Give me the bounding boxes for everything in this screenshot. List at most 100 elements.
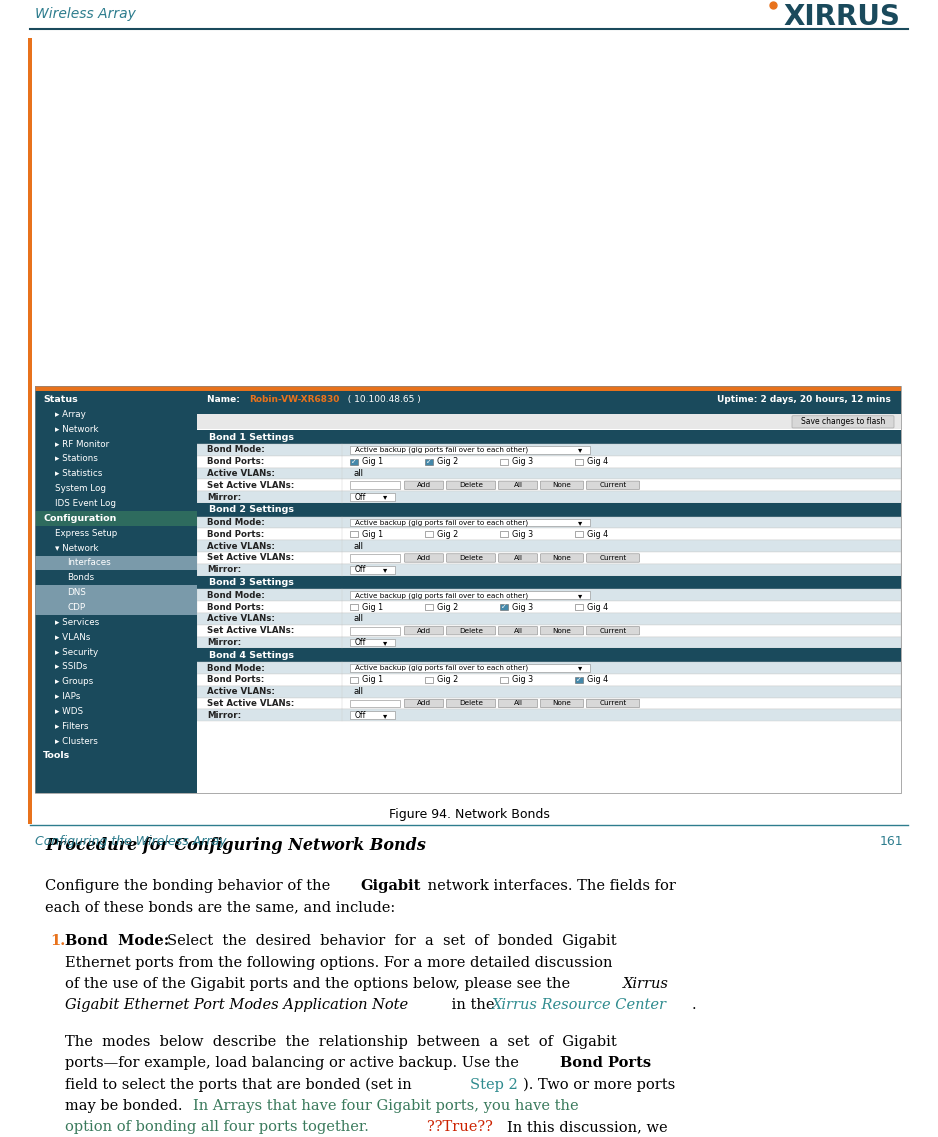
Text: Gig 1: Gig 1 (362, 530, 383, 539)
Text: Set Active VLANs:: Set Active VLANs: (207, 481, 295, 490)
Text: 161: 161 (879, 836, 903, 848)
Bar (197, 540, 901, 553)
Bar (350, 639, 395, 646)
Bar (575, 604, 583, 611)
Text: Active VLANs:: Active VLANs: (207, 541, 275, 550)
Text: Bond Mode:: Bond Mode: (207, 664, 265, 672)
Bar (197, 601, 901, 613)
Bar (35, 437, 197, 451)
Text: Delete: Delete (459, 700, 483, 706)
Text: ✓: ✓ (426, 458, 431, 465)
Text: ▸ WDS: ▸ WDS (55, 707, 83, 716)
Bar (35, 466, 197, 481)
Text: Tools: Tools (43, 752, 70, 761)
Bar (197, 674, 901, 686)
FancyBboxPatch shape (404, 699, 444, 707)
Text: Bond Ports:: Bond Ports: (207, 675, 265, 684)
Text: Ethernet ports from the following options. For a more detailed discussion: Ethernet ports from the following option… (65, 956, 613, 970)
Bar (35, 481, 197, 496)
Text: Name:: Name: (207, 395, 243, 404)
Text: None: None (552, 555, 571, 561)
FancyBboxPatch shape (446, 699, 495, 707)
Bar (197, 503, 901, 516)
Text: Set Active VLANs:: Set Active VLANs: (207, 626, 295, 636)
Text: ✓: ✓ (501, 604, 507, 611)
Text: Off: Off (355, 565, 367, 574)
Text: ▸ Statistics: ▸ Statistics (55, 470, 102, 479)
Text: in the: in the (447, 998, 499, 1012)
Text: Bond Mode:: Bond Mode: (207, 518, 265, 528)
Bar (197, 516, 901, 529)
Bar (197, 430, 901, 443)
Bar (197, 553, 901, 564)
Text: all: all (354, 614, 364, 623)
Text: Gig 3: Gig 3 (512, 675, 533, 684)
Text: Bond  Mode:: Bond Mode: (65, 935, 174, 948)
Text: Gig 3: Gig 3 (512, 530, 533, 539)
FancyBboxPatch shape (446, 626, 495, 634)
Text: Gig 3: Gig 3 (512, 603, 533, 612)
Bar (35, 556, 197, 571)
Bar (35, 719, 197, 733)
Bar (575, 458, 583, 465)
FancyBboxPatch shape (540, 626, 583, 634)
Bar (197, 625, 901, 637)
Text: Off: Off (355, 711, 367, 720)
Bar (197, 564, 901, 575)
Text: All: All (513, 700, 522, 706)
Bar (35, 391, 197, 794)
Text: Gig 4: Gig 4 (587, 603, 608, 612)
Text: Status: Status (43, 395, 78, 404)
Text: Configuring the Wireless Array: Configuring the Wireless Array (35, 836, 226, 848)
Text: Mirror:: Mirror: (207, 638, 241, 647)
Bar (197, 589, 901, 601)
Bar (197, 709, 901, 721)
Text: ▾: ▾ (383, 711, 387, 720)
Bar (197, 613, 901, 625)
Text: Xirrus: Xirrus (623, 977, 669, 991)
Text: Active VLANs:: Active VLANs: (207, 687, 275, 696)
FancyBboxPatch shape (586, 699, 640, 707)
Bar (500, 677, 508, 683)
Bar (197, 443, 901, 456)
Bar (35, 659, 197, 674)
Text: 1.: 1. (50, 935, 66, 948)
Text: CDP: CDP (67, 603, 85, 612)
Text: Bond Ports:: Bond Ports: (207, 530, 265, 539)
Text: Procedure for Configuring Network Bonds: Procedure for Configuring Network Bonds (45, 837, 426, 854)
Bar (425, 531, 433, 538)
FancyBboxPatch shape (404, 626, 444, 634)
Text: Active VLANs:: Active VLANs: (207, 614, 275, 623)
Text: may be bonded.: may be bonded. (65, 1098, 187, 1113)
FancyBboxPatch shape (586, 626, 640, 634)
Text: Gigabit: Gigabit (360, 879, 420, 893)
Text: Bond 2 Settings: Bond 2 Settings (209, 505, 294, 514)
Bar (197, 637, 901, 648)
Text: ▸ Clusters: ▸ Clusters (55, 737, 98, 746)
Text: None: None (552, 482, 571, 488)
Bar (197, 480, 901, 491)
Text: IDS Event Log: IDS Event Log (55, 499, 116, 508)
Bar (425, 677, 433, 683)
Text: Bond Ports: Bond Ports (560, 1056, 651, 1070)
Text: each of these bonds are the same, and include:: each of these bonds are the same, and in… (45, 901, 395, 914)
Text: Select  the  desired  behavior  for  a  set  of  bonded  Gigabit: Select the desired behavior for a set of… (167, 935, 616, 948)
Text: option of bonding all four ports together.: option of bonding all four ports togethe… (65, 1120, 373, 1135)
Bar (350, 458, 358, 465)
FancyBboxPatch shape (792, 416, 894, 428)
Bar (35, 704, 197, 719)
Text: field to select the ports that are bonded (set in: field to select the ports that are bonde… (65, 1078, 416, 1092)
Text: ▸ Array: ▸ Array (55, 410, 85, 418)
Text: ▸ Network: ▸ Network (55, 425, 98, 434)
Text: Gig 1: Gig 1 (362, 457, 383, 466)
Bar (350, 566, 395, 573)
Text: ). Two or more ports: ). Two or more ports (523, 1078, 675, 1092)
Bar (350, 518, 590, 526)
Bar (35, 748, 197, 763)
FancyBboxPatch shape (446, 481, 495, 489)
Bar (35, 630, 197, 645)
Bar (500, 604, 508, 611)
Text: Add: Add (416, 628, 431, 633)
Bar (197, 391, 901, 414)
Text: ▸ SSIDs: ▸ SSIDs (55, 663, 87, 671)
